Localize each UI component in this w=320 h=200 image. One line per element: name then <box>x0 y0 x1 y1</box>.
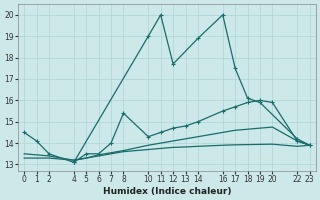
X-axis label: Humidex (Indice chaleur): Humidex (Indice chaleur) <box>103 187 231 196</box>
